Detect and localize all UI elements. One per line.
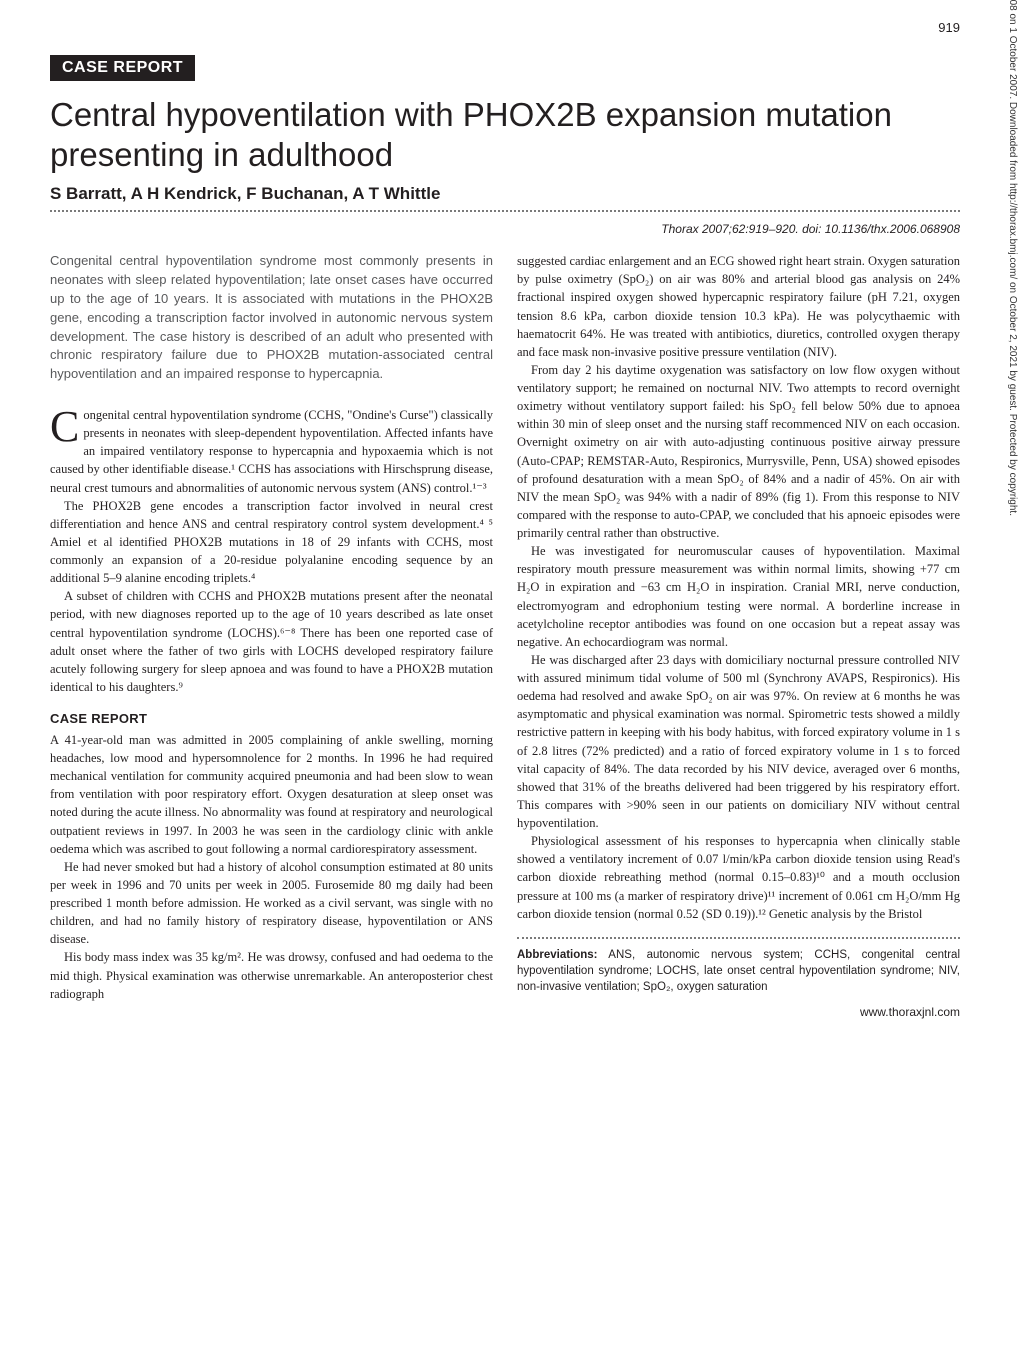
left-column: Congenital central hypoventilation syndr… [50,252,493,1003]
dropcap-letter: C [50,406,83,445]
right-column: suggested cardiac enlargement and an ECG… [517,252,960,1003]
page-number: 919 [938,20,960,35]
citation-details: 2007;62:919–920. doi: 10.1136/thx.2006.0… [699,222,960,236]
section-tag: CASE REPORT [50,55,195,81]
two-column-layout: Congenital central hypoventilation syndr… [50,252,960,1003]
case-paragraph-1: A 41-year-old man was admitted in 2005 c… [50,731,493,858]
right-paragraph-1: suggested cardiac enlargement and an ECG… [517,252,960,361]
right-paragraph-4: He was discharged after 23 days with dom… [517,651,960,832]
right-paragraph-2: From day 2 his daytime oxygenation was s… [517,361,960,542]
intro-paragraph-3: A subset of children with CCHS and PHOX2… [50,587,493,696]
divider [50,210,960,212]
intro-paragraph-1-text: ongenital central hypoventilation syndro… [50,408,493,495]
author-list: S Barratt, A H Kendrick, F Buchanan, A T… [50,184,960,204]
right-paragraph-3: He was investigated for neuromuscular ca… [517,542,960,651]
case-paragraph-3: His body mass index was 35 kg/m². He was… [50,948,493,1002]
case-paragraph-2: He had never smoked but had a history of… [50,858,493,949]
intro-paragraph-2: The PHOX2B gene encodes a transcription … [50,497,493,588]
abstract-text: Congenital central hypoventilation syndr… [50,252,493,384]
abbreviations-label: Abbreviations: [517,949,598,961]
copyright-side-text: Thorax: first published as 10.1136/thx.2… [1007,0,1018,516]
intro-paragraph-1: Congenital central hypoventilation syndr… [50,406,493,497]
journal-name: Thorax [661,222,698,236]
article-title: Central hypoventilation with PHOX2B expa… [50,95,960,174]
abbreviations-box: Abbreviations: ANS, autonomic nervous sy… [517,937,960,995]
footer-url: www.thoraxjnl.com [860,1005,960,1019]
case-report-heading: CASE REPORT [50,710,493,729]
citation-line: Thorax 2007;62:919–920. doi: 10.1136/thx… [50,222,960,236]
right-paragraph-5: Physiological assessment of his response… [517,832,960,923]
